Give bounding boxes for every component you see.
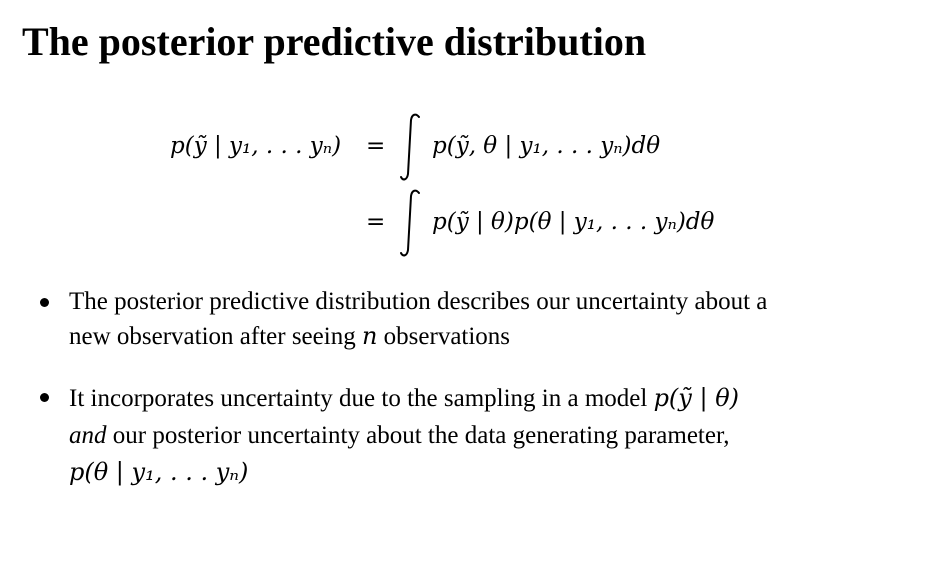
bullet-2-line-2-rest: our posterior uncertainty about the data… — [112, 422, 730, 449]
bullet-1-variable-n: n — [361, 322, 378, 350]
bullet-1-line-2-end: observations — [383, 323, 511, 350]
equation-rhs-line-1: p(ỹ, θ | y₁, . . . yₙ)dθ — [432, 133, 661, 159]
bullet-2-posterior-formula: p(θ | y₁, . . . yₙ) — [69, 458, 249, 486]
slide-title: The posterior predictive distribution — [22, 19, 647, 64]
bullet-2-line-1: It incorporates uncertainty due to the s… — [69, 380, 919, 417]
bullet-2-line-1-start: It incorporates uncertainty due to the s… — [69, 385, 648, 412]
bullet-2-and-emphasis: and — [69, 422, 107, 449]
bullet-text: The posterior predictive distribution de… — [69, 285, 919, 354]
bullet-2-model-formula: p(ỹ | θ) — [653, 384, 740, 412]
bullet-2-line-2: and our posterior uncertainty about the … — [69, 417, 919, 454]
bullet-icon — [40, 393, 49, 402]
integral-sign-2 — [400, 189, 420, 257]
posterior-predictive-equation: p(ỹ | y₁, . . . yₙ) = p(ỹ, θ | y₁, . . .… — [0, 0, 934, 270]
equals-sign-2: = — [366, 209, 386, 235]
equals-sign-1: = — [366, 133, 386, 159]
equation-lhs: p(ỹ | y₁, . . . yₙ) — [170, 133, 342, 159]
integral-sign-1 — [400, 113, 420, 181]
bullet-1-line-1: The posterior predictive distribution de… — [69, 288, 768, 315]
equation-rhs-line-2: p(ỹ | θ)p(θ | y₁, . . . yₙ)dθ — [432, 209, 715, 235]
bullet-1-line-2-start: new observation after seeing — [69, 323, 356, 350]
bullet-text: It incorporates uncertainty due to the s… — [69, 380, 919, 491]
bullet-1-line-2: new observation after seeing n observati… — [69, 319, 919, 354]
bullet-icon — [40, 298, 49, 307]
